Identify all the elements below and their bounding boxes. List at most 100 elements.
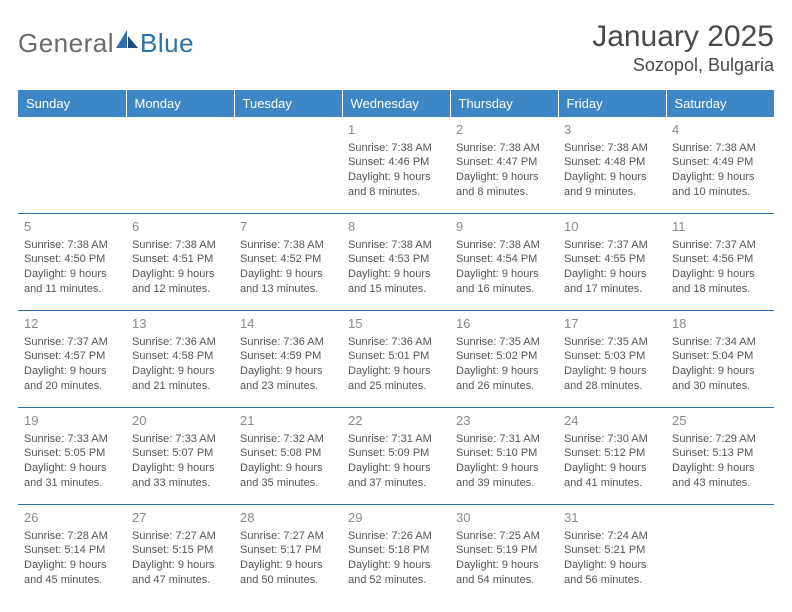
day-info: Sunrise: 7:32 AMSunset: 5:08 PMDaylight:… [240,432,336,491]
day-info: Sunrise: 7:29 AMSunset: 5:13 PMDaylight:… [672,432,768,491]
weekday-header: Saturday [666,90,774,117]
day-info: Sunrise: 7:38 AMSunset: 4:50 PMDaylight:… [24,238,120,297]
day-info: Sunrise: 7:38 AMSunset: 4:53 PMDaylight:… [348,238,444,297]
day-info: Sunrise: 7:35 AMSunset: 5:02 PMDaylight:… [456,335,552,394]
day-info: Sunrise: 7:37 AMSunset: 4:55 PMDaylight:… [564,238,660,297]
calendar-day-cell [18,117,126,214]
calendar-day-cell: 25 Sunrise: 7:29 AMSunset: 5:13 PMDayligh… [666,408,774,505]
day-number: 11 [672,218,768,236]
day-info: Sunrise: 7:38 AMSunset: 4:49 PMDaylight:… [672,141,768,200]
day-number: 4 [672,121,768,139]
day-info: Sunrise: 7:33 AMSunset: 5:05 PMDaylight:… [24,432,120,491]
brand-word-1: General [18,28,114,59]
calendar-day-cell: 29 Sunrise: 7:26 AMSunset: 5:18 PMDayligh… [342,505,450,602]
day-number: 18 [672,315,768,333]
calendar-day-cell: 23 Sunrise: 7:31 AMSunset: 5:10 PMDayligh… [450,408,558,505]
calendar-day-cell [666,505,774,602]
calendar-day-cell: 30 Sunrise: 7:25 AMSunset: 5:19 PMDayligh… [450,505,558,602]
calendar-table: Sunday Monday Tuesday Wednesday Thursday… [18,90,774,601]
weekday-header: Monday [126,90,234,117]
day-number: 7 [240,218,336,236]
day-info: Sunrise: 7:37 AMSunset: 4:56 PMDaylight:… [672,238,768,297]
location-label: Sozopol, Bulgaria [592,55,774,76]
day-info: Sunrise: 7:36 AMSunset: 5:01 PMDaylight:… [348,335,444,394]
day-info: Sunrise: 7:38 AMSunset: 4:54 PMDaylight:… [456,238,552,297]
calendar-day-cell: 5 Sunrise: 7:38 AMSunset: 4:50 PMDaylight… [18,214,126,311]
day-info: Sunrise: 7:27 AMSunset: 5:17 PMDaylight:… [240,529,336,588]
weekday-header: Tuesday [234,90,342,117]
calendar-day-cell: 3 Sunrise: 7:38 AMSunset: 4:48 PMDaylight… [558,117,666,214]
brand-word-2: Blue [140,28,194,59]
calendar-day-cell: 2 Sunrise: 7:38 AMSunset: 4:47 PMDaylight… [450,117,558,214]
day-number: 25 [672,412,768,430]
calendar-day-cell: 28 Sunrise: 7:27 AMSunset: 5:17 PMDayligh… [234,505,342,602]
day-info: Sunrise: 7:38 AMSunset: 4:52 PMDaylight:… [240,238,336,297]
page-header: General Blue January 2025 Sozopol, Bulga… [18,20,774,76]
day-number: 6 [132,218,228,236]
calendar-day-cell: 16Sunrise: 7:35 AMSunset: 5:02 PMDayligh… [450,311,558,408]
day-number: 22 [348,412,444,430]
calendar-week-row: 26Sunrise: 7:28 AMSunset: 5:14 PMDayligh… [18,505,774,602]
day-info: Sunrise: 7:38 AMSunset: 4:46 PMDaylight:… [348,141,444,200]
day-number: 30 [456,509,552,527]
calendar-day-cell: 21 Sunrise: 7:32 AMSunset: 5:08 PMDayligh… [234,408,342,505]
day-number: 3 [564,121,660,139]
calendar-day-cell: 8 Sunrise: 7:38 AMSunset: 4:53 PMDaylight… [342,214,450,311]
day-info: Sunrise: 7:24 AMSunset: 5:21 PMDaylight:… [564,529,660,588]
day-number: 8 [348,218,444,236]
day-info: Sunrise: 7:38 AMSunset: 4:48 PMDaylight:… [564,141,660,200]
calendar-day-cell: 6 Sunrise: 7:38 AMSunset: 4:51 PMDaylight… [126,214,234,311]
day-info: Sunrise: 7:33 AMSunset: 5:07 PMDaylight:… [132,432,228,491]
day-info: Sunrise: 7:36 AMSunset: 4:58 PMDaylight:… [132,335,228,394]
day-info: Sunrise: 7:25 AMSunset: 5:19 PMDaylight:… [456,529,552,588]
calendar-day-cell [234,117,342,214]
day-number: 1 [348,121,444,139]
day-number: 2 [456,121,552,139]
calendar-day-cell: 14Sunrise: 7:36 AMSunset: 4:59 PMDayligh… [234,311,342,408]
day-number: 31 [564,509,660,527]
day-number: 5 [24,218,120,236]
day-number: 23 [456,412,552,430]
calendar-day-cell: 26Sunrise: 7:28 AMSunset: 5:14 PMDayligh… [18,505,126,602]
day-number: 9 [456,218,552,236]
day-number: 28 [240,509,336,527]
day-info: Sunrise: 7:31 AMSunset: 5:10 PMDaylight:… [456,432,552,491]
calendar-day-cell: 13 Sunrise: 7:36 AMSunset: 4:58 PMDayligh… [126,311,234,408]
calendar-day-cell: 24 Sunrise: 7:30 AMSunset: 5:12 PMDayligh… [558,408,666,505]
calendar-week-row: 12 Sunrise: 7:37 AMSunset: 4:57 PMDayligh… [18,311,774,408]
day-info: Sunrise: 7:38 AMSunset: 4:51 PMDaylight:… [132,238,228,297]
weekday-row: Sunday Monday Tuesday Wednesday Thursday… [18,90,774,117]
calendar-day-cell: 9 Sunrise: 7:38 AMSunset: 4:54 PMDaylight… [450,214,558,311]
calendar-day-cell: 19Sunrise: 7:33 AMSunset: 5:05 PMDayligh… [18,408,126,505]
calendar-day-cell: 1 Sunrise: 7:38 AMSunset: 4:46 PMDaylight… [342,117,450,214]
day-number: 10 [564,218,660,236]
calendar-day-cell: 17Sunrise: 7:35 AMSunset: 5:03 PMDayligh… [558,311,666,408]
month-title: January 2025 [592,20,774,53]
calendar-day-cell: 11 Sunrise: 7:37 AMSunset: 4:56 PMDayligh… [666,214,774,311]
calendar-day-cell: 15Sunrise: 7:36 AMSunset: 5:01 PMDayligh… [342,311,450,408]
weekday-header: Wednesday [342,90,450,117]
calendar-head: Sunday Monday Tuesday Wednesday Thursday… [18,90,774,117]
day-number: 12 [24,315,120,333]
day-info: Sunrise: 7:26 AMSunset: 5:18 PMDaylight:… [348,529,444,588]
calendar-day-cell [126,117,234,214]
sail-icon [116,26,138,57]
brand-logo: General Blue [18,20,194,61]
day-info: Sunrise: 7:38 AMSunset: 4:47 PMDaylight:… [456,141,552,200]
calendar-day-cell: 20Sunrise: 7:33 AMSunset: 5:07 PMDayligh… [126,408,234,505]
calendar-day-cell: 4 Sunrise: 7:38 AMSunset: 4:49 PMDaylight… [666,117,774,214]
calendar-week-row: 5 Sunrise: 7:38 AMSunset: 4:50 PMDaylight… [18,214,774,311]
day-number: 13 [132,315,228,333]
day-info: Sunrise: 7:31 AMSunset: 5:09 PMDaylight:… [348,432,444,491]
day-number: 29 [348,509,444,527]
day-info: Sunrise: 7:37 AMSunset: 4:57 PMDaylight:… [24,335,120,394]
day-number: 24 [564,412,660,430]
day-number: 27 [132,509,228,527]
calendar-body: 1 Sunrise: 7:38 AMSunset: 4:46 PMDaylight… [18,117,774,601]
calendar-day-cell: 18Sunrise: 7:34 AMSunset: 5:04 PMDayligh… [666,311,774,408]
day-number: 26 [24,509,120,527]
day-info: Sunrise: 7:30 AMSunset: 5:12 PMDaylight:… [564,432,660,491]
day-number: 21 [240,412,336,430]
calendar-day-cell: 27Sunrise: 7:27 AMSunset: 5:15 PMDayligh… [126,505,234,602]
calendar-page: General Blue January 2025 Sozopol, Bulga… [0,0,792,612]
